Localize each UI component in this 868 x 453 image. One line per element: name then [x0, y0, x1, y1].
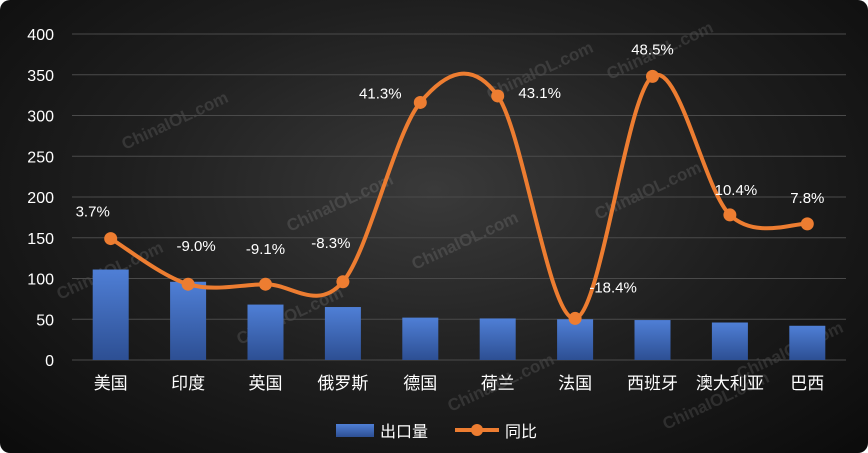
legend-swatch-bar — [336, 424, 374, 437]
x-category-label: 巴西 — [790, 374, 824, 393]
watermark-text: ChinaIOL.com — [119, 88, 231, 154]
x-category-label: 澳大利亚 — [696, 374, 764, 393]
bar-9 — [711, 322, 748, 360]
x-category-label: 俄罗斯 — [317, 374, 368, 393]
y-axis: 0 50 100 150 200 250 300 350 400 — [27, 27, 54, 370]
x-category-label: 美国 — [94, 374, 128, 393]
x-category-label: 荷兰 — [481, 374, 515, 393]
x-category-label: 德国 — [403, 374, 437, 393]
bar-10 — [789, 325, 826, 360]
line-point-1 — [104, 232, 118, 246]
y-tick-label: 250 — [27, 149, 54, 166]
data-label-2: -9.0% — [177, 238, 216, 255]
x-category-label: 西班牙 — [627, 374, 678, 393]
line-point-3 — [259, 277, 272, 291]
x-category-label: 英国 — [249, 374, 283, 393]
y-tick-label: 150 — [27, 231, 54, 248]
y-tick-label: 400 — [27, 27, 54, 44]
bar-3 — [247, 304, 284, 360]
legend-label-bar: 出口量 — [380, 423, 428, 441]
watermark-text: ChinaIOL.com — [592, 158, 704, 224]
legend: 出口量 同比 — [336, 423, 537, 441]
data-label-9: 10.4% — [715, 182, 758, 199]
line-point-4 — [336, 275, 350, 289]
watermark-text: ChinaIOL.com — [409, 208, 521, 274]
data-label-8: 48.5% — [631, 41, 674, 58]
bar-2 — [170, 281, 207, 360]
y-tick-label: 300 — [27, 109, 54, 126]
x-category-label: 印度 — [171, 374, 205, 393]
bar-6 — [479, 318, 516, 360]
data-label-4: -8.3% — [311, 235, 350, 252]
bar-4 — [324, 307, 361, 360]
bar-8 — [634, 320, 671, 360]
y-tick-label: 50 — [36, 312, 54, 329]
watermarks: ChinaIOL.comChinaIOL.comChinaIOL.comChin… — [54, 18, 846, 434]
y-tick-label: 0 — [45, 353, 54, 370]
data-label-6: 43.1% — [518, 85, 561, 102]
line-point-2 — [181, 277, 195, 291]
bar-7 — [557, 319, 594, 360]
x-category-label: 法国 — [558, 374, 592, 393]
data-label-3: -9.1% — [246, 241, 285, 258]
x-axis: 美国 印度 英国 俄罗斯 德国 荷兰 法国 西班牙 澳大利亚 巴西 — [94, 374, 825, 393]
data-label-1: 3.7% — [76, 204, 110, 221]
bar-series — [92, 269, 826, 360]
line-point-6 — [491, 89, 505, 103]
bar-1 — [92, 269, 129, 360]
legend-marker-line — [471, 424, 483, 436]
line-point-9 — [723, 208, 737, 222]
y-tick-label: 200 — [27, 190, 54, 207]
bar-5 — [402, 317, 439, 360]
line-point-7 — [568, 311, 582, 325]
line-series: 3.7% -9.0% -9.1% -8.3% 41.3% 43.1% -18.4% 48.5%… — [76, 41, 824, 325]
data-label-7: -18.4% — [589, 279, 637, 296]
y-tick-label: 100 — [27, 272, 54, 289]
line-point-8 — [646, 69, 659, 83]
line-point-5 — [413, 95, 427, 109]
line-point-10 — [800, 217, 814, 231]
legend-label-line: 同比 — [505, 423, 537, 441]
y-tick-label: 350 — [27, 68, 54, 85]
data-label-5: 41.3% — [359, 85, 402, 102]
data-label-10: 7.8% — [790, 190, 824, 207]
